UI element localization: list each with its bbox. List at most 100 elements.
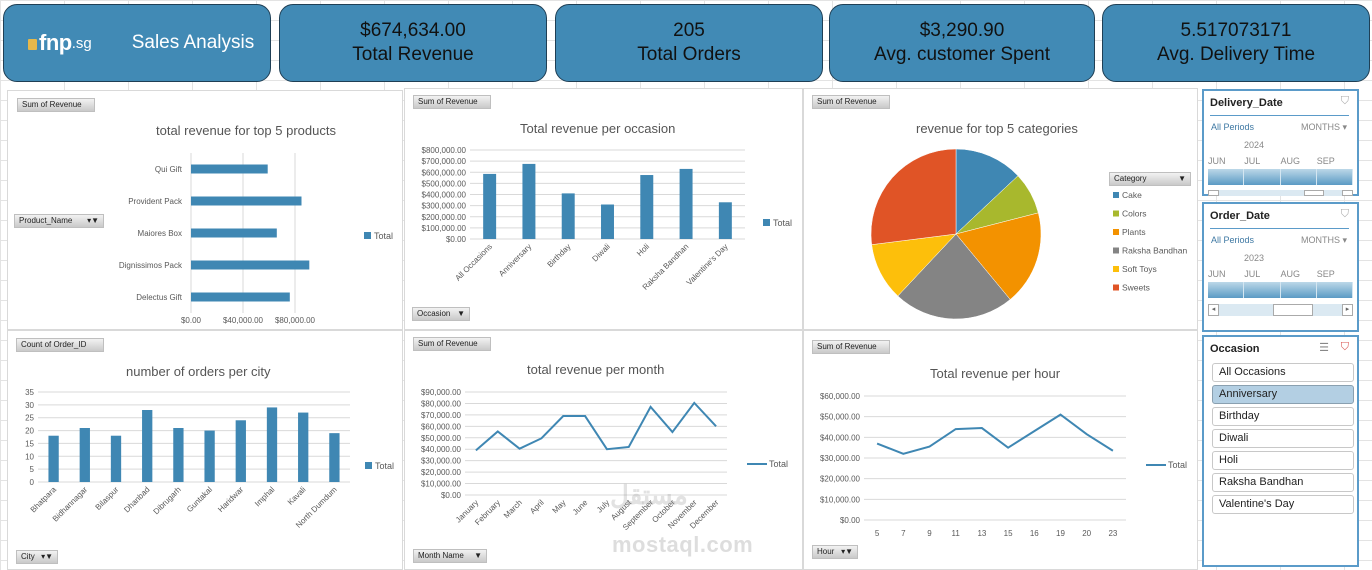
scroll-right-button[interactable] [1342, 190, 1353, 196]
slicer-title: Occasion [1210, 343, 1260, 355]
field-button-product-name[interactable]: Product_Name ▾▼ [14, 214, 104, 228]
slicer-item[interactable]: Valentine's Day [1212, 495, 1354, 514]
y-tick-label: $0.00 [446, 235, 467, 244]
x-tick-label: Birthday [546, 242, 573, 269]
x-tick-label: May [551, 498, 568, 515]
legend-label: Sweets [1122, 283, 1150, 293]
chart-top-categories[interactable]: Sum of Revenue revenue for top 5 categor… [803, 88, 1198, 330]
field-button-city[interactable]: City ▾▼ [16, 550, 58, 564]
field-button-category[interactable]: Category ▼ [1109, 172, 1191, 186]
legend-label: Raksha Bandhan [1122, 246, 1187, 256]
chart-revenue-per-month[interactable]: Sum of Revenue total revenue per month M… [404, 330, 803, 570]
field-button-sum-revenue[interactable]: Sum of Revenue [812, 340, 890, 354]
legend-label: Total [769, 459, 788, 469]
kpi-total-orders: 205 Total Orders [555, 4, 823, 82]
time-level-dropdown[interactable]: MONTHS ▾ [1300, 122, 1347, 132]
y-tick-label: $50,000.00 [820, 413, 861, 422]
y-tick-label: $20,000.00 [820, 475, 861, 484]
y-tick-label: 25 [25, 414, 34, 423]
field-button-hour[interactable]: Hour ▾▼ [812, 545, 858, 559]
filter-icon[interactable]: ▾▼ [87, 216, 99, 225]
bar [173, 428, 184, 482]
bar [522, 163, 536, 239]
slicer-item[interactable]: Anniversary [1212, 385, 1354, 404]
chart-orders-per-city[interactable]: Count of Order_ID number of orders per c… [7, 330, 403, 570]
filter-icon[interactable]: ▾▼ [41, 552, 53, 561]
y-tick-label: 0 [30, 478, 35, 487]
scroll-thumb[interactable] [1273, 304, 1313, 316]
scroll-thumb[interactable] [1304, 190, 1324, 196]
bar [191, 228, 277, 238]
clear-filter-icon[interactable]: ⛉ [1340, 95, 1349, 107]
x-tick-label: $40,000.00 [223, 316, 264, 325]
slicer-item[interactable]: Holi [1212, 451, 1354, 470]
clear-filter-icon[interactable]: ⛉ [1340, 341, 1349, 353]
field-button-sum-revenue[interactable]: Sum of Revenue [17, 98, 95, 112]
dropdown-arrow-icon[interactable]: ▼ [474, 551, 482, 560]
y-tick-label: $80,000.00 [421, 399, 462, 408]
slicer-item[interactable]: Raksha Bandhan [1212, 473, 1354, 492]
timeline-period-bar[interactable] [1208, 169, 1353, 185]
scroll-left-button[interactable] [1208, 190, 1219, 196]
filter-icon[interactable]: ▾▼ [841, 547, 853, 556]
chart-revenue-per-occasion[interactable]: Sum of Revenue Total revenue per occasio… [404, 88, 803, 330]
x-tick-label: Kavali [286, 485, 308, 507]
timeline-delivery-date[interactable]: Delivery_Date ⛉ All Periods MONTHS ▾ 202… [1202, 89, 1359, 196]
y-tick-label: $400,000.00 [422, 191, 467, 200]
dashboard-title: Sales Analysis [131, 32, 255, 53]
legend-label: Total [374, 231, 393, 241]
legend-label: Colors [1122, 209, 1147, 219]
y-tick-label: $10,000.00 [820, 495, 861, 504]
legend-label: Soft Toys [1122, 264, 1157, 274]
chart-title: number of orders per city [126, 364, 271, 379]
bar [266, 407, 278, 482]
y-tick-label: Maiores Box [138, 229, 182, 238]
x-tick-label: 19 [1056, 529, 1065, 538]
multi-select-icon[interactable]: ☰ [1319, 342, 1329, 354]
field-button-sum-revenue[interactable]: Sum of Revenue [812, 95, 890, 109]
timeline-period-bar[interactable] [1208, 282, 1353, 298]
field-button-sum-revenue[interactable]: Sum of Revenue [413, 95, 491, 109]
kpi-value: $3,290.90 [919, 20, 1005, 41]
slicer-item[interactable]: Diwali [1212, 429, 1354, 448]
field-button-sum-revenue[interactable]: Sum of Revenue [413, 337, 491, 351]
y-tick-label: $800,000.00 [422, 146, 467, 155]
slicer-item[interactable]: Birthday [1212, 407, 1354, 426]
bar [601, 204, 614, 239]
slicer-occasion[interactable]: Occasion ☰ ⛉ All Occasions Anniversary Bir… [1202, 335, 1359, 567]
bar [718, 202, 732, 239]
x-tick-label: Diwali [590, 242, 612, 264]
time-level-dropdown[interactable]: MONTHS ▾ [1300, 235, 1347, 245]
legend-marker [1113, 210, 1119, 217]
y-tick-label: Qui Gift [155, 165, 183, 174]
timeline-year: 2023 [1244, 253, 1265, 263]
legend-marker [1113, 266, 1119, 272]
y-tick-label: $60,000.00 [421, 422, 462, 431]
line-chart-hour: $0.00 $10,000.00 $20,000.00 $30,000.00 $40,0… [820, 392, 1187, 538]
field-button-count-order[interactable]: Count of Order_ID [16, 338, 104, 352]
dropdown-arrow-icon[interactable]: ▼ [457, 309, 465, 318]
field-button-month-name[interactable]: Month Name ▼ [413, 549, 487, 563]
scroll-left-button[interactable]: ◂ [1208, 304, 1219, 316]
x-tick-label: Bhatpara [29, 485, 59, 515]
timeline-order-date[interactable]: Order_Date ⛉ All Periods MONTHS ▾ 2023 J… [1202, 202, 1359, 332]
slicer-item[interactable]: All Occasions [1212, 363, 1354, 382]
legend-marker [1113, 229, 1119, 235]
legend-marker [1113, 284, 1119, 291]
y-tick-label: 35 [25, 388, 34, 397]
legend-marker [365, 462, 372, 469]
bar [483, 173, 497, 239]
kpi-avg-customer-spent: $3,290.90 Avg. customer Spent [829, 4, 1095, 82]
field-button-occasion[interactable]: Occasion ▼ [412, 307, 470, 321]
clear-filter-icon[interactable]: ⛉ [1340, 208, 1349, 220]
chart-revenue-per-hour[interactable]: Sum of Revenue Total revenue per hour Ho… [803, 330, 1198, 570]
x-tick-label: 13 [977, 529, 986, 538]
y-tick-label: $700,000.00 [422, 157, 467, 166]
dropdown-arrow-icon[interactable]: ▼ [1178, 174, 1186, 183]
timeline-scrollbar[interactable] [1208, 190, 1353, 196]
x-tick-label: Bilaspur [94, 485, 121, 512]
chart-top-products[interactable]: Sum of Revenue total revenue for top 5 p… [7, 90, 403, 330]
timeline-scrollbar[interactable]: ◂ ▸ [1208, 304, 1353, 316]
x-tick-label: Dhanbad [122, 485, 151, 514]
scroll-right-button[interactable]: ▸ [1342, 304, 1353, 316]
